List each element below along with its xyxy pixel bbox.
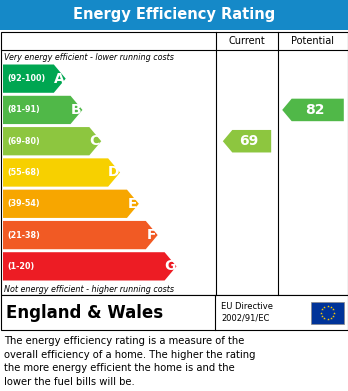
Bar [0, 295, 348, 330]
Text: F: F [147, 228, 156, 242]
Text: 82: 82 [304, 103, 324, 117]
Polygon shape [3, 221, 158, 249]
Polygon shape [282, 99, 344, 121]
Polygon shape [3, 127, 101, 155]
Bar [0, 32, 348, 295]
Polygon shape [3, 158, 120, 187]
Text: (1-20): (1-20) [7, 262, 34, 271]
Text: Not energy efficient - higher running costs: Not energy efficient - higher running co… [4, 285, 174, 294]
Polygon shape [223, 130, 271, 152]
Polygon shape [3, 190, 139, 218]
Text: Potential: Potential [292, 36, 334, 46]
Text: England & Wales: England & Wales [6, 303, 163, 321]
Text: (92-100): (92-100) [7, 74, 45, 83]
Text: The energy efficiency rating is a measure of the
overall efficiency of a home. T: The energy efficiency rating is a measur… [4, 336, 255, 387]
Text: (55-68): (55-68) [7, 168, 40, 177]
Bar [311, 301, 344, 323]
Text: (39-54): (39-54) [7, 199, 40, 208]
Text: Current: Current [229, 36, 266, 46]
Bar [0, 0, 348, 30]
Text: B: B [71, 103, 81, 117]
Text: A: A [54, 72, 64, 86]
Text: C: C [89, 134, 100, 148]
Text: EU Directive
2002/91/EC: EU Directive 2002/91/EC [221, 302, 273, 323]
Text: E: E [128, 197, 137, 211]
Text: Energy Efficiency Rating: Energy Efficiency Rating [73, 7, 275, 23]
Text: D: D [108, 165, 119, 179]
Polygon shape [3, 96, 82, 124]
Text: Very energy efficient - lower running costs: Very energy efficient - lower running co… [4, 53, 174, 62]
Polygon shape [3, 252, 176, 280]
Text: (69-80): (69-80) [7, 137, 40, 146]
Text: (81-91): (81-91) [7, 106, 40, 115]
Polygon shape [3, 65, 66, 93]
Text: 69: 69 [239, 134, 258, 148]
Text: G: G [164, 259, 176, 273]
Text: (21-38): (21-38) [7, 231, 40, 240]
